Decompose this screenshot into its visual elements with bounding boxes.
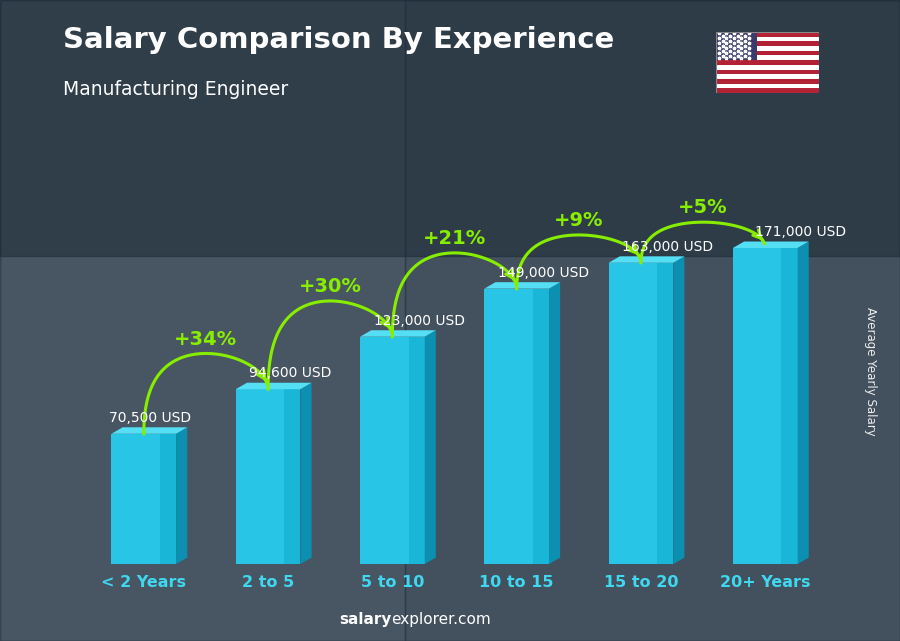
Bar: [781, 248, 797, 564]
Text: 70,500 USD: 70,500 USD: [109, 411, 191, 425]
Bar: [608, 263, 673, 564]
Polygon shape: [360, 330, 436, 337]
Text: +5%: +5%: [679, 199, 728, 217]
Bar: [0, 0, 900, 256]
Bar: [112, 434, 176, 564]
Polygon shape: [425, 330, 436, 564]
Text: salary: salary: [339, 612, 392, 627]
Bar: [716, 65, 819, 69]
Bar: [716, 32, 819, 37]
Polygon shape: [608, 256, 684, 263]
Text: Salary Comparison By Experience: Salary Comparison By Experience: [63, 26, 614, 54]
Text: +34%: +34%: [175, 329, 238, 349]
Bar: [716, 32, 757, 60]
Text: +21%: +21%: [423, 229, 486, 248]
Bar: [716, 79, 819, 83]
Polygon shape: [236, 383, 311, 389]
Bar: [657, 263, 673, 564]
Bar: [716, 88, 819, 93]
Polygon shape: [301, 383, 311, 564]
Bar: [716, 69, 819, 74]
Bar: [716, 51, 819, 56]
Text: 123,000 USD: 123,000 USD: [374, 314, 464, 328]
Bar: [484, 288, 549, 564]
Bar: [716, 74, 819, 79]
Bar: [533, 288, 549, 564]
Bar: [284, 389, 301, 564]
Bar: [236, 389, 301, 564]
Bar: [716, 60, 819, 65]
Text: 149,000 USD: 149,000 USD: [498, 266, 590, 280]
Bar: [0, 0, 405, 641]
Polygon shape: [176, 428, 187, 564]
Text: explorer.com: explorer.com: [392, 612, 491, 627]
Bar: [409, 337, 425, 564]
Polygon shape: [797, 242, 809, 564]
Text: 171,000 USD: 171,000 USD: [755, 225, 846, 239]
Bar: [716, 56, 819, 60]
Bar: [716, 46, 819, 51]
Bar: [716, 83, 819, 88]
Text: Manufacturing Engineer: Manufacturing Engineer: [63, 80, 288, 99]
Bar: [716, 42, 819, 46]
Polygon shape: [549, 282, 560, 564]
Text: +30%: +30%: [299, 277, 362, 296]
Bar: [733, 248, 797, 564]
Polygon shape: [484, 282, 560, 288]
Text: 163,000 USD: 163,000 USD: [622, 240, 714, 254]
Bar: [716, 37, 819, 42]
Polygon shape: [112, 428, 187, 434]
Text: Average Yearly Salary: Average Yearly Salary: [865, 308, 878, 436]
Bar: [360, 337, 425, 564]
Bar: [160, 434, 176, 564]
Polygon shape: [673, 256, 684, 564]
Bar: [405, 0, 900, 641]
Text: +9%: +9%: [554, 211, 604, 230]
Text: 94,600 USD: 94,600 USD: [249, 367, 332, 381]
Polygon shape: [733, 242, 809, 248]
